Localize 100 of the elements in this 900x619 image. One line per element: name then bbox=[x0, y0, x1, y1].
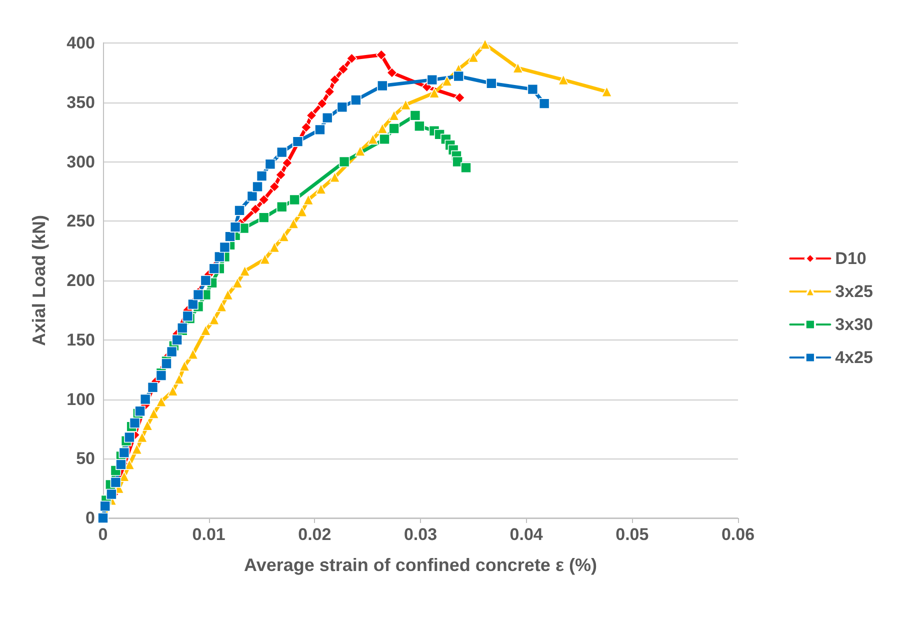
point bbox=[166, 346, 178, 358]
point bbox=[354, 146, 366, 156]
point bbox=[256, 170, 268, 182]
point bbox=[269, 242, 280, 253]
point bbox=[188, 298, 198, 310]
point bbox=[106, 488, 117, 500]
point bbox=[250, 204, 261, 215]
point bbox=[346, 53, 358, 64]
point bbox=[188, 348, 198, 360]
point bbox=[314, 124, 326, 136]
point bbox=[468, 52, 479, 63]
x-tick-label: 0.03 bbox=[404, 525, 438, 544]
point bbox=[300, 122, 312, 133]
point bbox=[260, 254, 270, 265]
point bbox=[377, 123, 388, 134]
point bbox=[278, 231, 290, 242]
point bbox=[442, 76, 452, 86]
point bbox=[131, 444, 142, 455]
point bbox=[428, 87, 440, 98]
x-tick-label: 0.05 bbox=[616, 525, 649, 544]
point bbox=[239, 266, 250, 276]
point bbox=[276, 146, 288, 158]
point bbox=[156, 396, 167, 408]
legend-label: D10 bbox=[835, 249, 866, 268]
x-tick-label: 0.02 bbox=[298, 525, 332, 544]
point bbox=[379, 134, 390, 145]
point bbox=[527, 84, 538, 95]
point bbox=[480, 38, 490, 50]
point bbox=[264, 158, 276, 170]
point bbox=[288, 218, 299, 229]
point bbox=[329, 172, 340, 183]
point bbox=[172, 334, 182, 346]
point bbox=[486, 78, 497, 89]
point bbox=[208, 263, 220, 274]
point bbox=[558, 74, 569, 86]
point bbox=[336, 102, 348, 113]
point bbox=[182, 310, 194, 322]
point bbox=[142, 420, 153, 431]
legend-label: 3x25 bbox=[835, 282, 874, 301]
point bbox=[129, 418, 140, 428]
point bbox=[414, 120, 425, 132]
x-tick-label: 0.01 bbox=[192, 525, 226, 544]
y-tick-label: 350 bbox=[66, 92, 95, 112]
point bbox=[219, 242, 230, 253]
point bbox=[322, 112, 333, 124]
point bbox=[156, 370, 167, 381]
x-tick-label: 0.04 bbox=[510, 525, 544, 544]
legend-label: 4x25 bbox=[835, 348, 874, 367]
point bbox=[296, 206, 308, 218]
point bbox=[282, 158, 293, 168]
point bbox=[161, 358, 172, 370]
point bbox=[208, 314, 220, 326]
point bbox=[400, 99, 412, 110]
point bbox=[192, 289, 204, 300]
point bbox=[174, 374, 185, 384]
point bbox=[276, 201, 288, 212]
legend-label: 3x30 bbox=[835, 315, 874, 334]
y-tick-label: 200 bbox=[66, 271, 95, 290]
point bbox=[538, 98, 550, 109]
point bbox=[167, 386, 178, 396]
point bbox=[289, 194, 300, 206]
point bbox=[252, 181, 263, 192]
point bbox=[338, 156, 350, 168]
point bbox=[176, 322, 188, 334]
point bbox=[232, 277, 243, 288]
point bbox=[116, 459, 126, 470]
point bbox=[324, 86, 335, 98]
point bbox=[452, 156, 463, 168]
point bbox=[136, 432, 148, 443]
point bbox=[200, 324, 212, 336]
point bbox=[234, 205, 245, 216]
y-axis-title: Axial Load (kN) bbox=[29, 214, 49, 346]
point bbox=[386, 67, 398, 78]
point bbox=[367, 134, 378, 145]
y-tick-label: 300 bbox=[66, 152, 95, 172]
x-axis-title: Average strain of confined concrete ε (%) bbox=[244, 555, 597, 575]
point bbox=[601, 86, 612, 98]
point bbox=[258, 212, 270, 223]
point bbox=[246, 190, 258, 202]
point bbox=[100, 500, 111, 512]
point bbox=[316, 184, 326, 194]
point bbox=[216, 301, 227, 312]
point bbox=[306, 110, 317, 121]
point bbox=[118, 447, 130, 458]
point bbox=[316, 98, 328, 109]
point bbox=[134, 406, 146, 417]
point bbox=[258, 194, 270, 206]
point bbox=[512, 62, 524, 74]
x-tick-label: 0 bbox=[98, 525, 108, 544]
point bbox=[426, 74, 438, 86]
point bbox=[388, 123, 400, 134]
point bbox=[222, 289, 234, 300]
point bbox=[329, 74, 340, 86]
point bbox=[410, 110, 421, 121]
point bbox=[230, 222, 241, 232]
point bbox=[110, 476, 122, 488]
y-tick-label: 50 bbox=[76, 449, 95, 468]
point bbox=[376, 49, 387, 60]
point bbox=[292, 136, 304, 147]
point bbox=[224, 231, 236, 242]
